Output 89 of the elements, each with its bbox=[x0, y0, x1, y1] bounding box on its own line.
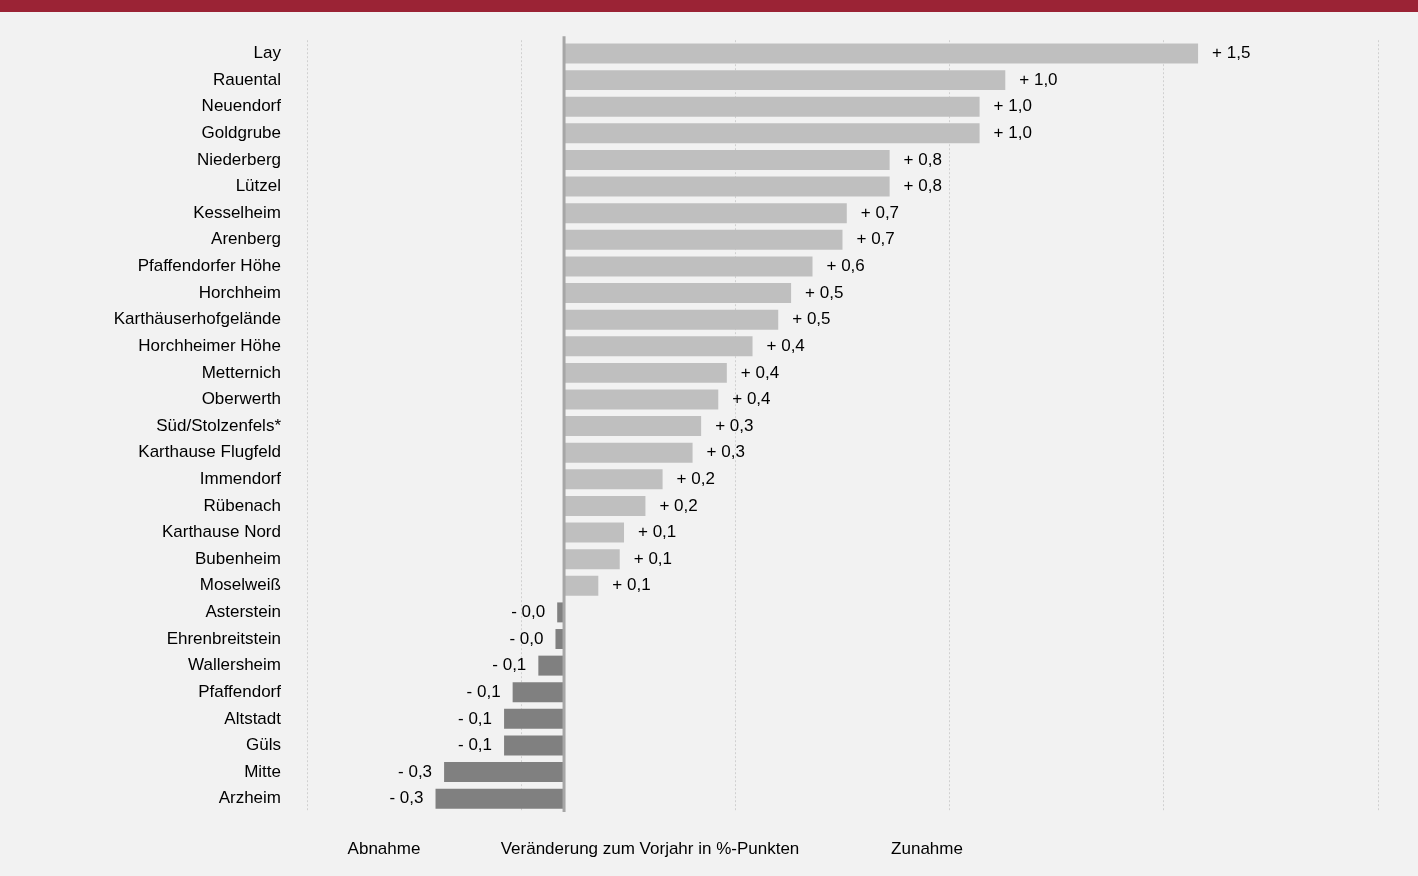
y-tick-label: Mitte bbox=[244, 761, 281, 781]
data-label: - 0,1 bbox=[492, 655, 527, 675]
data-label: - 0,3 bbox=[389, 788, 424, 808]
y-tick-label: Karthause Flugfeld bbox=[138, 442, 281, 462]
bar bbox=[564, 149, 890, 170]
bar bbox=[564, 362, 727, 383]
y-tick-label: Lützel bbox=[235, 176, 281, 196]
data-label: + 0,4 bbox=[766, 335, 805, 355]
bar bbox=[564, 416, 702, 437]
y-tick-label: Lay bbox=[253, 43, 282, 63]
y-tick-label: Horchheimer Höhe bbox=[138, 335, 281, 355]
bar bbox=[564, 469, 663, 490]
x-axis-title: Veränderung zum Vorjahr in %-Punkten bbox=[500, 838, 800, 858]
y-tick-label: Asterstein bbox=[205, 602, 281, 622]
data-label: - 0,0 bbox=[509, 628, 544, 648]
y-tick-label: Karthäuserhofgelände bbox=[113, 309, 281, 329]
bar bbox=[564, 495, 646, 516]
data-label: + 0,5 bbox=[792, 309, 831, 329]
bar bbox=[564, 336, 753, 357]
data-label: + 0,1 bbox=[612, 575, 651, 595]
bar bbox=[564, 549, 620, 570]
bar bbox=[564, 389, 719, 410]
bar bbox=[564, 575, 599, 596]
bar bbox=[564, 203, 847, 224]
data-label: + 0,8 bbox=[903, 149, 942, 169]
bar bbox=[564, 309, 779, 330]
data-label: + 0,8 bbox=[903, 176, 942, 196]
bar bbox=[555, 629, 565, 649]
y-tick-label: Metternich bbox=[201, 362, 281, 382]
data-label: + 0,3 bbox=[715, 415, 754, 435]
y-tick-label: Pfaffendorf bbox=[198, 681, 282, 701]
data-label: - 0,1 bbox=[466, 681, 501, 701]
bar bbox=[435, 788, 565, 809]
data-label: + 0,1 bbox=[633, 548, 673, 568]
bar bbox=[444, 762, 565, 783]
data-label: + 0,4 bbox=[740, 362, 780, 382]
bar bbox=[504, 708, 565, 729]
y-tick-label: Neuendorf bbox=[201, 96, 282, 116]
bar bbox=[564, 123, 980, 144]
data-label: + 0,6 bbox=[826, 256, 865, 276]
data-label: + 0,1 bbox=[638, 522, 677, 542]
y-tick-label: Immendorf bbox=[199, 469, 282, 489]
data-label: - 0,1 bbox=[458, 708, 493, 728]
data-label: - 0,3 bbox=[398, 761, 433, 781]
data-label: + 0,2 bbox=[659, 495, 698, 515]
bar bbox=[564, 176, 890, 197]
y-tick-label: Rübenach bbox=[203, 495, 281, 515]
y-tick-label: Arzheim bbox=[218, 788, 281, 808]
data-label: + 1,0 bbox=[993, 96, 1032, 116]
bar bbox=[564, 522, 625, 543]
y-tick-label: Niederberg bbox=[196, 149, 281, 169]
y-tick-label: Arenberg bbox=[211, 229, 281, 249]
y-tick-label: Kesselheim bbox=[193, 202, 281, 222]
y-tick-label: Horchheim bbox=[198, 282, 281, 302]
y-tick-label: Goldgrube bbox=[201, 123, 281, 143]
y-tick-label: Pfaffendorfer Höhe bbox=[137, 256, 281, 276]
text: Abnahme bbox=[347, 838, 421, 858]
bar bbox=[504, 735, 565, 756]
bar bbox=[564, 283, 792, 304]
y-tick-label: Süd/Stolzenfels* bbox=[156, 415, 282, 435]
y-tick-label: Rauental bbox=[212, 69, 281, 89]
bar bbox=[512, 682, 565, 703]
y-tick-label: Oberwerth bbox=[201, 389, 281, 409]
y-tick-label: Wallersheim bbox=[188, 655, 281, 675]
bar bbox=[564, 442, 693, 463]
data-label: + 1,0 bbox=[993, 123, 1032, 143]
data-label: + 0,7 bbox=[856, 229, 895, 249]
bar bbox=[564, 96, 980, 117]
y-tick-label: Altstadt bbox=[224, 708, 282, 728]
data-label: + 1,5 bbox=[1212, 43, 1251, 63]
data-label: + 0,3 bbox=[706, 442, 745, 462]
bar bbox=[564, 43, 1199, 64]
y-tick-label: Güls bbox=[246, 735, 281, 755]
y-tick-label: Ehrenbreitstein bbox=[166, 628, 281, 648]
bar bbox=[564, 229, 843, 250]
bar bbox=[538, 655, 565, 676]
data-label: + 0,4 bbox=[732, 389, 771, 409]
data-label: + 1,0 bbox=[1019, 69, 1058, 89]
y-tick-label: Karthause Nord bbox=[161, 522, 281, 542]
data-label: + 0,7 bbox=[860, 202, 900, 222]
data-label: - 0,0 bbox=[511, 602, 546, 622]
y-tick-label: Bubenheim bbox=[194, 548, 281, 568]
y-tick-label: Moselweiß bbox=[199, 575, 281, 595]
data-label: + 0,5 bbox=[805, 282, 844, 302]
data-label: - 0,1 bbox=[458, 735, 493, 755]
text: Zunahme bbox=[891, 838, 963, 858]
data-label: + 0,2 bbox=[676, 469, 715, 489]
bar bbox=[564, 70, 1006, 91]
bar bbox=[564, 256, 813, 277]
